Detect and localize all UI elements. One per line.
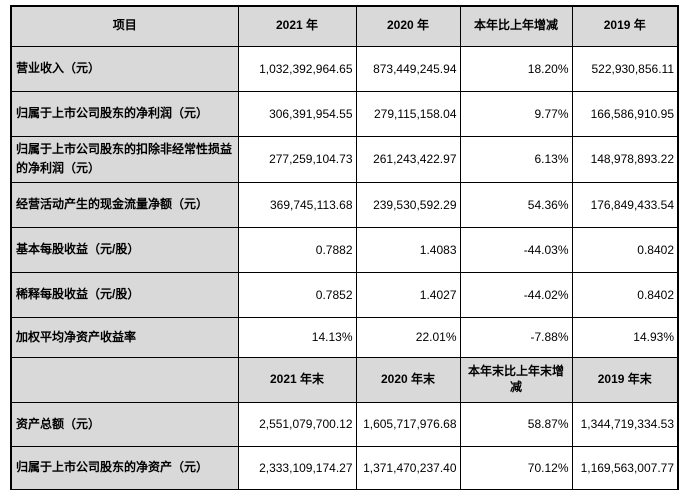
value-cell-2019: 0.8402 <box>571 226 679 273</box>
value-cell-change: 70.12% <box>459 445 573 490</box>
header-cell-change: 本年比上年增减 <box>459 5 573 47</box>
table-row-diluted-eps: 稀释每股收益（元/股） 0.7852 1.4027 -44.02% 0.8402 <box>10 271 679 318</box>
value-cell-2019: 1,169,563,007.77 <box>571 445 679 490</box>
header-cell-item: 项目 <box>10 5 239 47</box>
value-cell-2019: 0.8402 <box>571 271 679 318</box>
row-label: 归属于上市公司股东的净资产（元） <box>10 445 239 490</box>
header-cell-2019-end: 2019 年末 <box>571 356 679 403</box>
table-row-net-profit: 归属于上市公司股东的净利润（元） 306,391,954.55 279,115,… <box>10 90 679 137</box>
financial-summary-table: 项目 2021 年 2020 年 本年比上年增减 2019 年 营业收入（元） … <box>10 5 679 490</box>
value-cell-2020: 22.01% <box>355 316 461 358</box>
value-cell-2021: 2,333,109,174.27 <box>237 445 357 490</box>
header-cell-2020: 2020 年 <box>355 5 461 47</box>
table-row-revenue: 营业收入（元） 1,032,392,964.65 873,449,245.94 … <box>10 45 679 92</box>
row-label: 稀释每股收益（元/股） <box>10 271 239 318</box>
value-cell-2020: 873,449,245.94 <box>355 45 461 92</box>
header-cell-item-empty <box>10 356 239 403</box>
value-cell-2019: 1,344,719,334.53 <box>571 401 679 447</box>
table-row-net-profit-excl-nonrecurring: 归属于上市公司股东的扣除非经常性损益的净利润（元） 277,259,104.73… <box>10 135 679 183</box>
row-label: 资产总额（元） <box>10 401 239 447</box>
value-cell-2019: 14.93% <box>571 316 679 358</box>
value-cell-2019: 176,849,433.54 <box>571 181 679 228</box>
value-cell-2019: 166,586,910.95 <box>571 90 679 137</box>
value-cell-2020: 279,115,158.04 <box>355 90 461 137</box>
value-cell-change: -44.03% <box>459 226 573 273</box>
header-cell-2020-end: 2020 年末 <box>355 356 461 403</box>
table-row-operating-cash-flow: 经营活动产生的现金流量净额（元） 369,745,113.68 239,530,… <box>10 181 679 228</box>
value-cell-2021: 14.13% <box>237 316 357 358</box>
value-cell-2021: 0.7852 <box>237 271 357 318</box>
header-cell-2021: 2021 年 <box>237 5 357 47</box>
value-cell-2020: 261,243,422.97 <box>355 135 461 183</box>
value-cell-2021: 277,259,104.73 <box>237 135 357 183</box>
value-cell-2021: 1,032,392,964.65 <box>237 45 357 92</box>
value-cell-change: 54.36% <box>459 181 573 228</box>
value-cell-2021: 0.7882 <box>237 226 357 273</box>
row-label: 基本每股收益（元/股） <box>10 226 239 273</box>
value-cell-change: -44.02% <box>459 271 573 318</box>
value-cell-2020: 1,371,470,237.40 <box>355 445 461 490</box>
header-cell-change-end: 本年末比上年末增减 <box>459 356 573 403</box>
value-cell-2020: 1,605,717,976.68 <box>355 401 461 447</box>
table-row-total-assets: 资产总额（元） 2,551,079,700.12 1,605,717,976.6… <box>10 401 679 447</box>
value-cell-change: 6.13% <box>459 135 573 183</box>
table-row-net-assets: 归属于上市公司股东的净资产（元） 2,333,109,174.27 1,371,… <box>10 445 679 490</box>
value-cell-2021: 369,745,113.68 <box>237 181 357 228</box>
table-row-weighted-avg-roe: 加权平均净资产收益率 14.13% 22.01% -7.88% 14.93% <box>10 316 679 358</box>
value-cell-2021: 2,551,079,700.12 <box>237 401 357 447</box>
value-cell-2020: 1.4083 <box>355 226 461 273</box>
value-cell-change: 9.77% <box>459 90 573 137</box>
table-row-basic-eps: 基本每股收益（元/股） 0.7882 1.4083 -44.03% 0.8402 <box>10 226 679 273</box>
value-cell-change: 58.87% <box>459 401 573 447</box>
value-cell-2019: 148,978,893.22 <box>571 135 679 183</box>
row-label: 经营活动产生的现金流量净额（元） <box>10 181 239 228</box>
row-label: 归属于上市公司股东的净利润（元） <box>10 90 239 137</box>
row-label: 营业收入（元） <box>10 45 239 92</box>
value-cell-2021: 306,391,954.55 <box>237 90 357 137</box>
value-cell-change: 18.20% <box>459 45 573 92</box>
value-cell-2020: 1.4027 <box>355 271 461 318</box>
header-cell-2021-end: 2021 年末 <box>237 356 357 403</box>
header-cell-2019: 2019 年 <box>571 5 679 47</box>
value-cell-2019: 522,930,856.11 <box>571 45 679 92</box>
row-label: 加权平均净资产收益率 <box>10 316 239 358</box>
table-header-row-year-end: 2021 年末 2020 年末 本年末比上年末增减 2019 年末 <box>10 356 679 403</box>
table-header-row-annual: 项目 2021 年 2020 年 本年比上年增减 2019 年 <box>10 5 679 47</box>
value-cell-change: -7.88% <box>459 316 573 358</box>
row-label: 归属于上市公司股东的扣除非经常性损益的净利润（元） <box>10 135 239 183</box>
value-cell-2020: 239,530,592.29 <box>355 181 461 228</box>
